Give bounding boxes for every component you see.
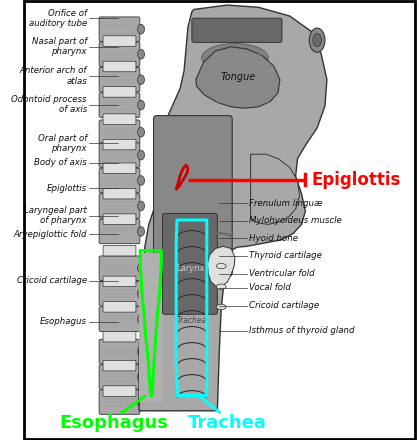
- Text: Thyroid cartilage: Thyroid cartilage: [248, 252, 321, 260]
- PathPatch shape: [196, 47, 280, 108]
- FancyBboxPatch shape: [99, 390, 140, 414]
- FancyBboxPatch shape: [103, 301, 136, 312]
- Ellipse shape: [137, 150, 145, 160]
- FancyBboxPatch shape: [99, 168, 140, 193]
- Ellipse shape: [137, 100, 145, 110]
- Text: Nasal part of
pharynx: Nasal part of pharynx: [32, 37, 87, 56]
- PathPatch shape: [139, 5, 327, 411]
- Text: Esophagus: Esophagus: [59, 414, 168, 432]
- Ellipse shape: [137, 128, 145, 137]
- FancyBboxPatch shape: [99, 282, 140, 306]
- Ellipse shape: [137, 314, 145, 324]
- Ellipse shape: [137, 75, 145, 84]
- FancyBboxPatch shape: [99, 219, 140, 244]
- Ellipse shape: [137, 372, 145, 382]
- Ellipse shape: [202, 44, 268, 72]
- Text: Vocal fold: Vocal fold: [248, 283, 290, 293]
- FancyBboxPatch shape: [153, 116, 232, 276]
- FancyBboxPatch shape: [103, 246, 136, 256]
- Ellipse shape: [137, 176, 145, 185]
- Text: Hyoid bone: Hyoid bone: [248, 234, 297, 243]
- FancyBboxPatch shape: [177, 231, 207, 402]
- FancyBboxPatch shape: [99, 339, 140, 364]
- Text: Larynx: Larynx: [177, 264, 205, 273]
- Ellipse shape: [216, 264, 226, 269]
- FancyBboxPatch shape: [103, 61, 136, 72]
- PathPatch shape: [251, 154, 300, 224]
- Text: Aryepiglottic fold: Aryepiglottic fold: [13, 230, 87, 238]
- Text: Trachea: Trachea: [188, 414, 266, 432]
- Text: Esophagus: Esophagus: [40, 317, 87, 326]
- FancyBboxPatch shape: [103, 188, 136, 199]
- FancyBboxPatch shape: [99, 143, 140, 167]
- Ellipse shape: [137, 227, 145, 236]
- Text: Epiglottis: Epiglottis: [311, 171, 401, 189]
- FancyBboxPatch shape: [103, 163, 136, 173]
- Ellipse shape: [137, 49, 145, 59]
- Text: Laryngeal part
of pharynx: Laryngeal part of pharynx: [24, 206, 87, 225]
- FancyBboxPatch shape: [99, 307, 140, 331]
- FancyBboxPatch shape: [103, 139, 136, 150]
- Text: Trachea: Trachea: [177, 316, 207, 326]
- Text: Epiglottis: Epiglottis: [47, 184, 87, 193]
- FancyBboxPatch shape: [103, 276, 136, 287]
- Text: Cricoid cartilage: Cricoid cartilage: [248, 301, 319, 310]
- Text: Mylohyoideus muscle: Mylohyoideus muscle: [248, 216, 341, 225]
- Ellipse shape: [309, 28, 325, 52]
- FancyBboxPatch shape: [99, 42, 140, 66]
- FancyBboxPatch shape: [99, 67, 140, 92]
- Ellipse shape: [137, 347, 145, 356]
- Text: Isthmus of thyroid gland: Isthmus of thyroid gland: [248, 326, 354, 335]
- Ellipse shape: [313, 33, 321, 47]
- Text: Anterior arch of
atlas: Anterior arch of atlas: [20, 66, 87, 86]
- FancyBboxPatch shape: [103, 214, 136, 224]
- Ellipse shape: [137, 397, 145, 407]
- Ellipse shape: [216, 284, 226, 290]
- Ellipse shape: [216, 304, 226, 309]
- Text: Tongue: Tongue: [220, 73, 256, 82]
- Text: Cricoid cartilage: Cricoid cartilage: [17, 276, 87, 285]
- FancyBboxPatch shape: [99, 194, 140, 218]
- Text: Orifice of
auditory tube: Orifice of auditory tube: [29, 8, 87, 28]
- FancyBboxPatch shape: [99, 365, 140, 389]
- Text: Ventricular fold: Ventricular fold: [248, 269, 314, 278]
- FancyBboxPatch shape: [139, 253, 163, 402]
- FancyBboxPatch shape: [103, 386, 136, 396]
- Ellipse shape: [137, 24, 145, 34]
- FancyBboxPatch shape: [103, 36, 136, 46]
- Text: Oral part of
pharynx: Oral part of pharynx: [38, 134, 87, 153]
- FancyBboxPatch shape: [163, 213, 217, 314]
- Text: Body of axis: Body of axis: [34, 158, 87, 168]
- FancyBboxPatch shape: [103, 331, 136, 342]
- Text: Odontoid process
of axis: Odontoid process of axis: [11, 95, 87, 114]
- FancyBboxPatch shape: [103, 360, 136, 371]
- FancyBboxPatch shape: [99, 256, 140, 281]
- FancyBboxPatch shape: [192, 18, 282, 42]
- FancyBboxPatch shape: [103, 87, 136, 97]
- PathPatch shape: [207, 246, 235, 287]
- FancyBboxPatch shape: [99, 120, 140, 145]
- Ellipse shape: [137, 201, 145, 211]
- Text: Frenulum linguæ: Frenulum linguæ: [248, 199, 322, 208]
- FancyBboxPatch shape: [103, 114, 136, 125]
- Ellipse shape: [137, 264, 145, 273]
- FancyBboxPatch shape: [99, 93, 140, 117]
- FancyBboxPatch shape: [99, 17, 140, 41]
- Ellipse shape: [137, 289, 145, 298]
